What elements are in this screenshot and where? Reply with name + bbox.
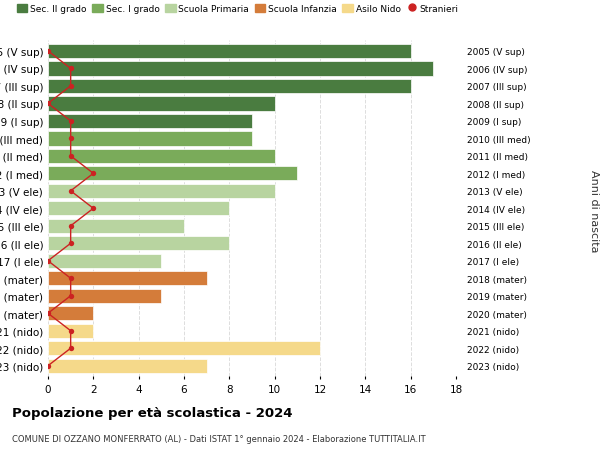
Bar <box>48 97 275 111</box>
Legend: Sec. II grado, Sec. I grado, Scuola Primaria, Scuola Infanzia, Asilo Nido, Stran: Sec. II grado, Sec. I grado, Scuola Prim… <box>17 5 459 14</box>
Bar <box>48 167 298 181</box>
Bar <box>48 271 206 286</box>
Text: Popolazione per età scolastica - 2024: Popolazione per età scolastica - 2024 <box>12 406 293 419</box>
Point <box>66 345 76 352</box>
Point <box>89 170 98 178</box>
Point <box>89 205 98 213</box>
Bar <box>48 307 94 321</box>
Bar <box>48 45 410 59</box>
Text: COMUNE DI OZZANO MONFERRATO (AL) - Dati ISTAT 1° gennaio 2024 - Elaborazione TUT: COMUNE DI OZZANO MONFERRATO (AL) - Dati … <box>12 434 425 443</box>
Point <box>66 135 76 143</box>
Point <box>66 223 76 230</box>
Point <box>43 362 53 369</box>
Bar <box>48 79 410 94</box>
Point <box>66 327 76 335</box>
Point <box>66 83 76 90</box>
Point <box>43 48 53 56</box>
Point <box>43 101 53 108</box>
Point <box>43 257 53 265</box>
Point <box>66 153 76 160</box>
Point <box>43 310 53 317</box>
Bar <box>48 184 275 199</box>
Bar <box>48 202 229 216</box>
Point <box>66 240 76 247</box>
Bar <box>48 359 206 373</box>
Bar <box>48 324 94 338</box>
Bar <box>48 219 184 234</box>
Point <box>66 118 76 125</box>
Bar <box>48 254 161 269</box>
Point <box>66 188 76 195</box>
Point <box>66 292 76 300</box>
Text: Anni di nascita: Anni di nascita <box>589 170 599 252</box>
Point <box>66 66 76 73</box>
Bar <box>48 289 161 303</box>
Bar <box>48 236 229 251</box>
Bar <box>48 149 275 164</box>
Bar <box>48 341 320 356</box>
Point <box>66 275 76 282</box>
Bar <box>48 114 252 129</box>
Bar <box>48 132 252 146</box>
Bar <box>48 62 433 76</box>
